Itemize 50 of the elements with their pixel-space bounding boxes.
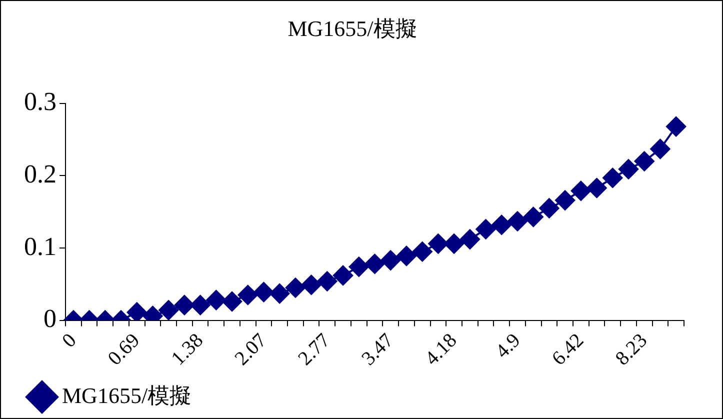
x-tick-label: 0	[58, 329, 81, 352]
point	[285, 278, 306, 298]
point	[396, 246, 416, 266]
x-tick-label: 2.77	[294, 329, 334, 370]
y-tick-label: 0	[44, 304, 56, 334]
point	[238, 284, 258, 305]
point	[618, 159, 638, 180]
y-tick-label: 0.2	[24, 160, 56, 189]
point	[602, 168, 623, 188]
x-tick-label: 4.9	[491, 329, 525, 363]
point	[317, 271, 338, 292]
x-tick-label: 3.47	[358, 329, 398, 370]
point	[206, 290, 226, 310]
point	[586, 178, 607, 198]
point	[333, 265, 354, 286]
point	[364, 254, 385, 274]
point	[190, 295, 210, 316]
point	[380, 250, 401, 270]
x-tick-label: 6.42	[548, 329, 588, 370]
point	[174, 295, 194, 316]
x-tick-label: 0.69	[104, 329, 144, 370]
point	[555, 190, 576, 210]
y-tick-label: 0.3	[24, 87, 56, 116]
x-tick-label: 2.07	[230, 329, 271, 370]
point	[539, 198, 560, 218]
point	[460, 229, 480, 250]
legend-label: MG1655/模擬	[62, 382, 192, 408]
point	[444, 234, 464, 254]
point	[507, 211, 528, 232]
point	[222, 291, 242, 312]
point	[158, 300, 179, 320]
point	[666, 116, 686, 137]
point	[650, 138, 670, 159]
point	[348, 256, 369, 277]
y-tick-label: 0.1	[24, 232, 56, 261]
x-tick-label: 1.38	[167, 329, 208, 370]
point	[476, 219, 496, 240]
point	[523, 206, 544, 227]
point	[492, 214, 512, 235]
x-tick-label: 4.18	[420, 329, 462, 370]
point	[126, 302, 147, 320]
point	[412, 242, 432, 262]
point	[428, 234, 448, 254]
x-tick-label: 8.23	[611, 329, 652, 370]
point	[570, 180, 591, 201]
point	[634, 151, 654, 172]
point	[270, 284, 290, 304]
point	[301, 274, 322, 295]
chart-title: MG1655/模擬	[288, 16, 418, 41]
point	[254, 282, 274, 302]
